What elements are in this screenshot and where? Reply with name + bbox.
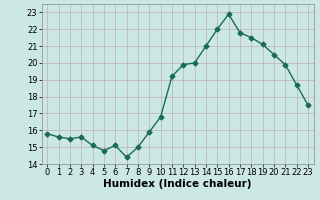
X-axis label: Humidex (Indice chaleur): Humidex (Indice chaleur) [103,179,252,189]
